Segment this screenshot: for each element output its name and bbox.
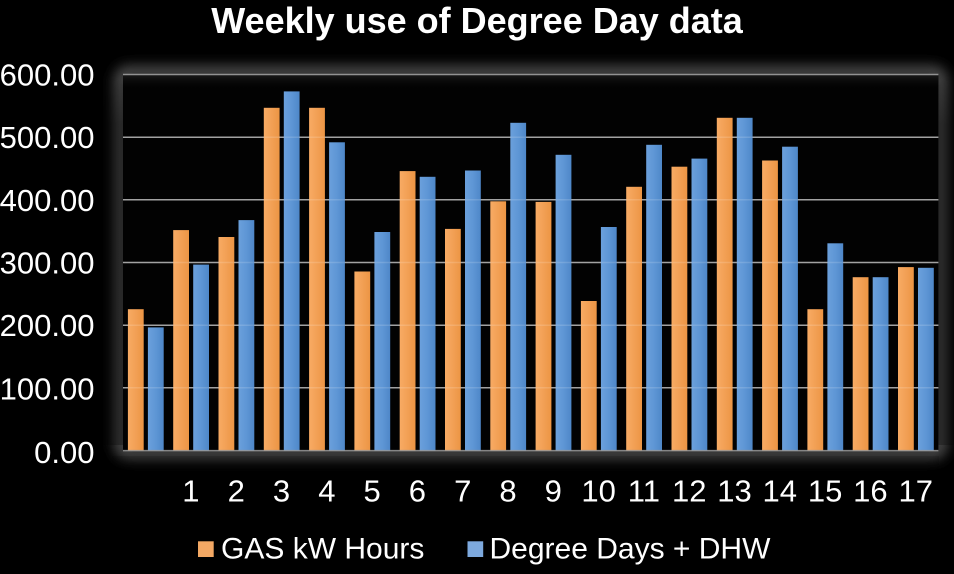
svg-text:14: 14 — [763, 474, 797, 509]
svg-text:10: 10 — [581, 474, 615, 509]
svg-text:1: 1 — [182, 474, 199, 509]
svg-text:Weekly use of Degree Day data: Weekly use of Degree Day data — [211, 0, 744, 41]
svg-text:13: 13 — [717, 474, 751, 509]
svg-text:300.00: 300.00 — [0, 246, 95, 281]
svg-text:4: 4 — [318, 474, 335, 509]
svg-text:100.00: 100.00 — [0, 372, 95, 407]
svg-text:11: 11 — [628, 474, 660, 509]
svg-text:7: 7 — [454, 474, 471, 509]
svg-text:0.00: 0.00 — [34, 435, 94, 470]
svg-text:3: 3 — [273, 474, 290, 509]
svg-text:15: 15 — [808, 474, 842, 509]
svg-text:400.00: 400.00 — [0, 183, 95, 218]
svg-text:5: 5 — [363, 474, 380, 509]
svg-text:GAS kW Hours: GAS kW Hours — [221, 533, 424, 566]
svg-text:17: 17 — [899, 474, 933, 509]
svg-text:Degree Days + DHW: Degree Days + DHW — [490, 533, 772, 566]
svg-text:2: 2 — [228, 474, 245, 509]
svg-text:500.00: 500.00 — [0, 120, 95, 155]
svg-text:200.00: 200.00 — [0, 308, 95, 343]
svg-text:12: 12 — [672, 474, 706, 509]
svg-text:16: 16 — [853, 474, 887, 509]
svg-text:600.00: 600.00 — [0, 58, 95, 93]
svg-text:8: 8 — [499, 474, 516, 509]
svg-text:9: 9 — [545, 474, 562, 509]
svg-text:6: 6 — [409, 474, 426, 509]
